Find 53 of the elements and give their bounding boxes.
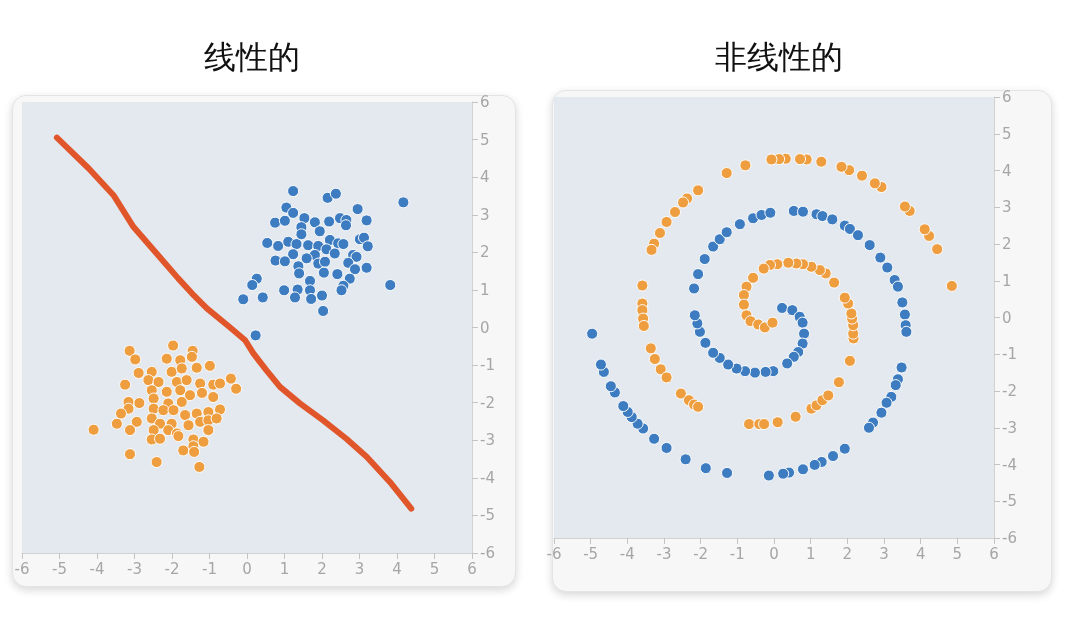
y-tick-label: -1 — [1002, 345, 1017, 364]
x-tick-label: -2 — [693, 544, 709, 563]
x-tick-label: -4 — [619, 544, 635, 563]
y-tick-label: 5 — [480, 130, 490, 149]
y-tick-label: -2 — [480, 393, 495, 412]
x-tick-label: 2 — [842, 544, 853, 563]
y-tick-label: -4 — [480, 468, 495, 487]
y-tick-label: 0 — [480, 318, 490, 337]
y-tick-label: -6 — [1002, 529, 1017, 547]
y-tick-label: 2 — [480, 243, 490, 262]
x-tick-label: -6 — [14, 559, 30, 578]
x-tick-label: -3 — [656, 544, 672, 563]
x-tick-label: -1 — [202, 559, 217, 578]
y-tick-label: 3 — [480, 205, 490, 224]
x-tick-label: -4 — [89, 559, 105, 578]
x-tick-label: 4 — [392, 559, 402, 578]
chart-title: 非线性的 — [715, 38, 843, 76]
y-tick-label: -2 — [1002, 382, 1017, 400]
x-tick-label: -3 — [127, 559, 142, 578]
x-tick-label: -2 — [164, 559, 180, 578]
y-tick-label: 4 — [1002, 161, 1012, 180]
x-tick-label: -5 — [52, 559, 67, 578]
y-tick-label: 2 — [1002, 235, 1012, 253]
x-tick-label: 3 — [879, 544, 889, 563]
x-tick-label: 1 — [805, 544, 816, 563]
x-tick-label: -1 — [729, 544, 745, 563]
x-tick-label: -5 — [583, 544, 599, 563]
y-tick-label: 0 — [1002, 308, 1012, 327]
x-tick-label: 6 — [467, 559, 477, 578]
y-tick-label: -4 — [1002, 455, 1017, 474]
x-tick-label: 0 — [769, 544, 779, 563]
y-tick-label: -3 — [480, 431, 495, 450]
y-tick-label: 4 — [480, 168, 490, 187]
x-tick-label: 1 — [279, 559, 290, 578]
y-tick-label: 1 — [1002, 271, 1012, 290]
y-tick-label: 6 — [1002, 88, 1012, 106]
y-tick-label: -1 — [480, 356, 495, 375]
y-tick-label: -5 — [1002, 492, 1017, 511]
x-tick-label: 5 — [429, 559, 440, 578]
y-tick-label: -5 — [480, 506, 495, 525]
y-tick-label: 3 — [1002, 198, 1012, 217]
x-tick-label: 2 — [317, 559, 327, 578]
x-tick-label: 5 — [952, 544, 963, 563]
x-tick-label: 6 — [989, 544, 999, 563]
chart-title: 线性的 — [204, 38, 300, 76]
y-tick-label: 6 — [480, 93, 490, 111]
x-tick-label: -6 — [546, 544, 562, 563]
x-tick-label: 3 — [354, 559, 365, 578]
x-tick-label: 4 — [915, 544, 926, 563]
y-tick-label: -3 — [1002, 418, 1017, 437]
y-tick-label: 1 — [480, 280, 490, 299]
y-tick-label: 5 — [1002, 124, 1012, 143]
x-tick-label: 0 — [242, 559, 252, 578]
